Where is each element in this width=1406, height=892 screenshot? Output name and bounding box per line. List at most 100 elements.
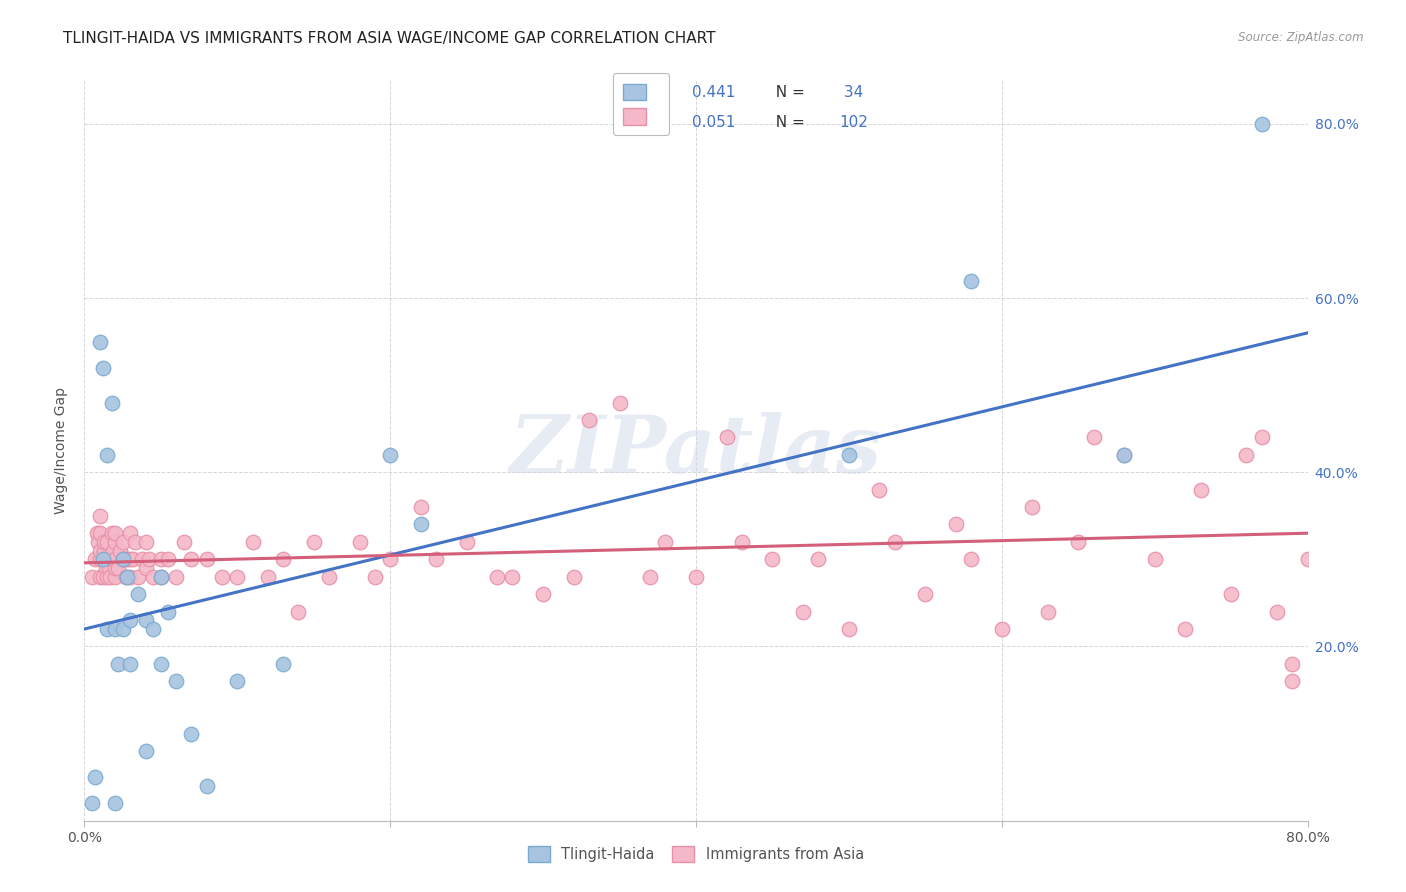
Point bbox=[195, 552, 218, 566]
Point bbox=[127, 587, 149, 601]
Point bbox=[638, 570, 661, 584]
Point bbox=[1083, 430, 1105, 444]
Point bbox=[135, 561, 157, 575]
Point bbox=[120, 657, 142, 671]
Point bbox=[486, 570, 509, 584]
Point bbox=[104, 552, 127, 566]
Point bbox=[349, 535, 371, 549]
Point bbox=[1174, 622, 1197, 636]
Point bbox=[112, 552, 135, 566]
Point bbox=[93, 535, 115, 549]
Point bbox=[97, 561, 120, 575]
Point bbox=[101, 526, 124, 541]
Point bbox=[120, 552, 142, 566]
Point bbox=[111, 552, 134, 566]
Point bbox=[318, 570, 340, 584]
Point bbox=[425, 552, 447, 566]
Point bbox=[89, 543, 111, 558]
Point bbox=[157, 552, 180, 566]
Point bbox=[91, 570, 114, 584]
Point bbox=[89, 570, 111, 584]
Point bbox=[80, 796, 103, 810]
Point bbox=[173, 535, 195, 549]
Point bbox=[120, 526, 142, 541]
Point bbox=[578, 413, 600, 427]
Text: TLINGIT-HAIDA VS IMMIGRANTS FROM ASIA WAGE/INCOME GAP CORRELATION CHART: TLINGIT-HAIDA VS IMMIGRANTS FROM ASIA WA… bbox=[63, 31, 716, 46]
Point bbox=[96, 448, 118, 462]
Point bbox=[1281, 657, 1303, 671]
Point bbox=[838, 448, 860, 462]
Point bbox=[1114, 448, 1136, 462]
Point bbox=[111, 552, 134, 566]
Point bbox=[1143, 552, 1166, 566]
Point bbox=[792, 605, 814, 619]
Point bbox=[89, 508, 111, 523]
Point bbox=[115, 570, 138, 584]
Point bbox=[104, 796, 127, 810]
Point bbox=[807, 552, 830, 566]
Point bbox=[180, 726, 202, 740]
Point bbox=[84, 770, 107, 784]
Legend: Tlingit-Haida, Immigrants from Asia: Tlingit-Haida, Immigrants from Asia bbox=[520, 838, 872, 869]
Point bbox=[91, 552, 114, 566]
Text: ZIPatlas: ZIPatlas bbox=[510, 412, 882, 489]
Point bbox=[1189, 483, 1212, 497]
Text: R =: R = bbox=[626, 114, 658, 129]
Point bbox=[1265, 605, 1288, 619]
Point bbox=[80, 570, 103, 584]
Point bbox=[211, 570, 233, 584]
Point bbox=[180, 552, 202, 566]
Point bbox=[1021, 500, 1043, 514]
Y-axis label: Wage/Income Gap: Wage/Income Gap bbox=[55, 387, 69, 514]
Point bbox=[257, 570, 280, 584]
Point bbox=[271, 657, 294, 671]
Point bbox=[94, 561, 117, 575]
Point bbox=[124, 535, 146, 549]
Point bbox=[960, 552, 983, 566]
Point bbox=[531, 587, 554, 601]
Point bbox=[409, 500, 432, 514]
Point bbox=[87, 535, 110, 549]
Point bbox=[89, 526, 111, 541]
Point bbox=[960, 274, 983, 288]
Point bbox=[1236, 448, 1258, 462]
Point bbox=[149, 552, 172, 566]
Point bbox=[157, 605, 180, 619]
Text: N =: N = bbox=[766, 85, 810, 100]
Point bbox=[149, 570, 172, 584]
Point bbox=[135, 613, 157, 627]
Point bbox=[135, 535, 157, 549]
Point bbox=[287, 605, 309, 619]
Text: N =: N = bbox=[766, 114, 810, 129]
Point bbox=[142, 622, 165, 636]
Point bbox=[1067, 535, 1090, 549]
Point bbox=[98, 570, 121, 584]
Point bbox=[108, 543, 131, 558]
Point bbox=[86, 526, 108, 541]
Point bbox=[1250, 117, 1272, 131]
Point bbox=[93, 543, 115, 558]
Point bbox=[104, 526, 127, 541]
Point bbox=[104, 535, 127, 549]
Point bbox=[120, 570, 142, 584]
Point bbox=[111, 622, 134, 636]
Point bbox=[127, 570, 149, 584]
Point bbox=[242, 535, 264, 549]
Point bbox=[380, 448, 402, 462]
Point bbox=[1281, 674, 1303, 689]
Point bbox=[1114, 448, 1136, 462]
Point bbox=[104, 622, 127, 636]
Point bbox=[271, 552, 294, 566]
Point bbox=[165, 674, 187, 689]
Point bbox=[838, 622, 860, 636]
Text: Source: ZipAtlas.com: Source: ZipAtlas.com bbox=[1239, 31, 1364, 45]
Point bbox=[96, 570, 118, 584]
Point bbox=[142, 570, 165, 584]
Point bbox=[716, 430, 738, 444]
Point bbox=[991, 622, 1014, 636]
Point bbox=[685, 570, 707, 584]
Point bbox=[135, 744, 157, 758]
Point bbox=[115, 552, 138, 566]
Point bbox=[654, 535, 676, 549]
Point bbox=[104, 570, 127, 584]
